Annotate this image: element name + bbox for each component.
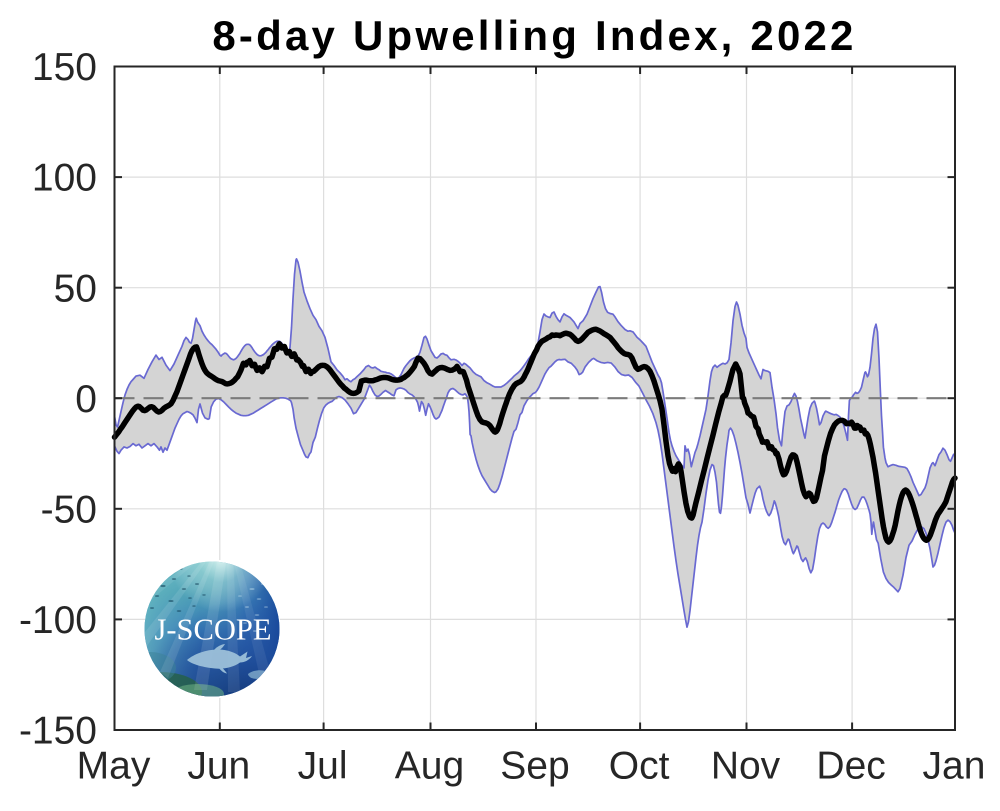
svg-text:Jan: Jan	[923, 745, 986, 788]
svg-text:Oct: Oct	[609, 745, 670, 788]
svg-text:Nov: Nov	[711, 745, 781, 788]
svg-text:J-SCOPE: J-SCOPE	[155, 613, 272, 647]
svg-text:Sep: Sep	[500, 745, 569, 788]
svg-text:50: 50	[54, 267, 97, 310]
svg-text:Aug: Aug	[395, 745, 464, 788]
svg-text:-100: -100	[19, 599, 97, 642]
svg-text:150: 150	[32, 46, 97, 89]
svg-text:Jun: Jun	[187, 745, 250, 788]
svg-text:100: 100	[32, 157, 97, 200]
svg-text:0: 0	[75, 378, 97, 421]
svg-text:Jul: Jul	[298, 745, 348, 788]
svg-text:May: May	[77, 745, 151, 788]
svg-text:Dec: Dec	[816, 745, 885, 788]
svg-text:8-day Upwelling Index, 2022: 8-day Upwelling Index, 2022	[212, 12, 856, 59]
svg-text:-50: -50	[41, 488, 97, 531]
svg-text:-150: -150	[19, 710, 97, 753]
